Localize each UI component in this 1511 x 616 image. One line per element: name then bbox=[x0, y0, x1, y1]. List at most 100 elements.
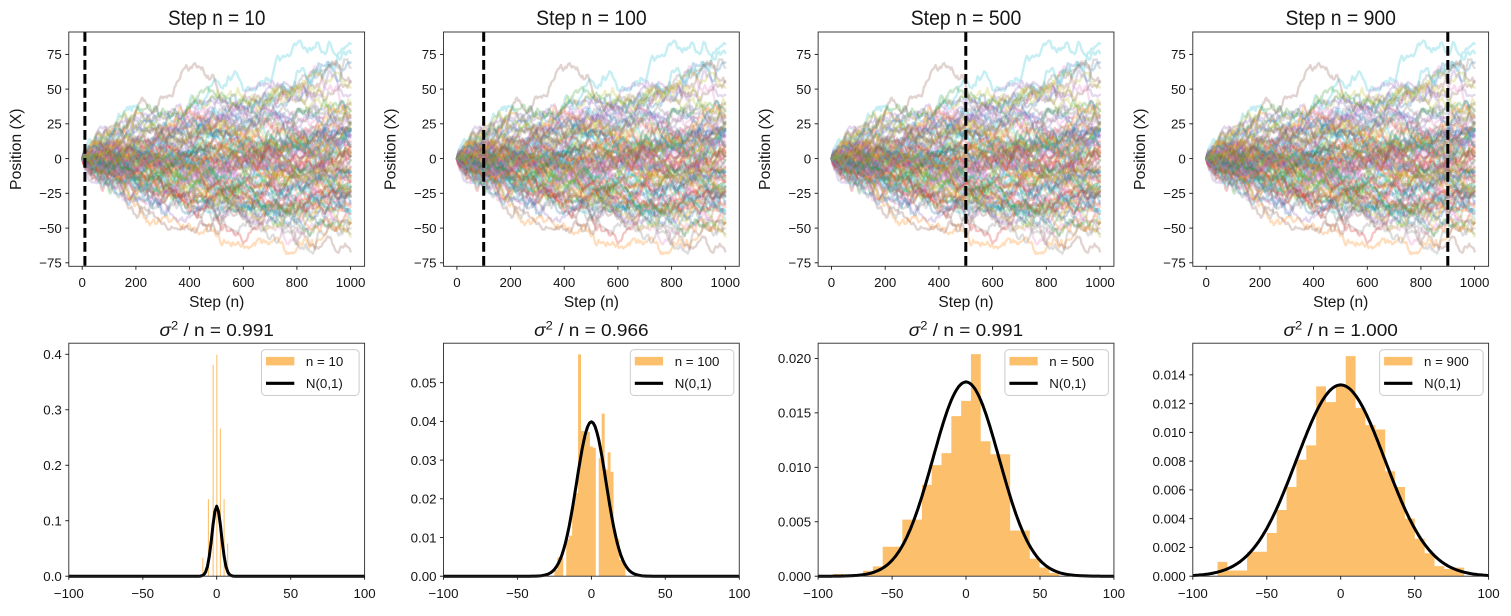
svg-text:0.010: 0.010 bbox=[1153, 425, 1186, 440]
svg-text:0.01: 0.01 bbox=[411, 530, 437, 545]
svg-text:0.05: 0.05 bbox=[411, 376, 437, 391]
svg-text:0.000: 0.000 bbox=[1153, 569, 1186, 584]
svg-text:600: 600 bbox=[1356, 275, 1378, 290]
svg-text:−100: −100 bbox=[429, 586, 459, 601]
svg-text:−50: −50 bbox=[132, 586, 155, 601]
svg-text:200: 200 bbox=[1249, 275, 1271, 290]
svg-text:0.000: 0.000 bbox=[778, 569, 811, 584]
svg-text:100: 100 bbox=[728, 586, 750, 601]
svg-text:50: 50 bbox=[658, 586, 673, 601]
svg-text:N(0,1): N(0,1) bbox=[1424, 376, 1461, 391]
svg-text:0: 0 bbox=[78, 275, 85, 290]
svg-text:−25: −25 bbox=[414, 186, 437, 201]
svg-text:−75: −75 bbox=[1163, 256, 1186, 271]
svg-text:Step n = 500: Step n = 500 bbox=[911, 7, 1022, 30]
svg-text:0.004: 0.004 bbox=[1153, 512, 1186, 527]
svg-text:0: 0 bbox=[1178, 151, 1185, 166]
svg-text:−75: −75 bbox=[789, 256, 812, 271]
svg-text:0: 0 bbox=[1202, 275, 1209, 290]
svg-text:200: 200 bbox=[874, 275, 896, 290]
svg-text:Position (X): Position (X) bbox=[8, 108, 25, 190]
svg-text:1000: 1000 bbox=[711, 275, 741, 290]
svg-text:0.4: 0.4 bbox=[43, 347, 62, 362]
svg-text:75: 75 bbox=[422, 47, 437, 62]
svg-text:0.00: 0.00 bbox=[411, 569, 437, 584]
svg-text:0.04: 0.04 bbox=[411, 414, 437, 429]
svg-text:0.03: 0.03 bbox=[411, 453, 437, 468]
svg-text:0: 0 bbox=[54, 151, 61, 166]
svg-text:0: 0 bbox=[213, 586, 220, 601]
svg-text:800: 800 bbox=[1035, 275, 1057, 290]
svg-text:−50: −50 bbox=[1163, 221, 1186, 236]
svg-text:50: 50 bbox=[1171, 82, 1186, 97]
svg-text:0: 0 bbox=[429, 151, 436, 166]
svg-text:Position (X): Position (X) bbox=[1132, 108, 1149, 190]
svg-text:−25: −25 bbox=[789, 186, 812, 201]
svg-text:1000: 1000 bbox=[1085, 275, 1115, 290]
svg-text:0.015: 0.015 bbox=[778, 406, 811, 421]
svg-text:400: 400 bbox=[553, 275, 575, 290]
svg-text:400: 400 bbox=[179, 275, 201, 290]
svg-text:75: 75 bbox=[1171, 47, 1186, 62]
svg-text:Step n = 10: Step n = 10 bbox=[168, 7, 266, 30]
svg-text:100: 100 bbox=[354, 586, 376, 601]
svg-text:0.005: 0.005 bbox=[778, 515, 811, 530]
svg-text:1000: 1000 bbox=[1460, 275, 1490, 290]
svg-text:75: 75 bbox=[796, 47, 811, 62]
svg-text:0: 0 bbox=[828, 275, 835, 290]
svg-text:Step n = 900: Step n = 900 bbox=[1285, 7, 1396, 30]
svg-text:−50: −50 bbox=[506, 586, 529, 601]
svg-text:σ2 / n = 0.991: σ2 / n = 0.991 bbox=[909, 319, 1023, 341]
svg-text:200: 200 bbox=[500, 275, 522, 290]
svg-text:−100: −100 bbox=[1178, 586, 1208, 601]
svg-text:25: 25 bbox=[47, 117, 62, 132]
svg-text:Position (X): Position (X) bbox=[757, 108, 774, 190]
svg-text:Step (n): Step (n) bbox=[189, 294, 244, 311]
svg-text:800: 800 bbox=[1410, 275, 1432, 290]
svg-text:600: 600 bbox=[982, 275, 1004, 290]
svg-text:n = 100: n = 100 bbox=[675, 354, 720, 369]
svg-text:0.002: 0.002 bbox=[1153, 540, 1186, 555]
svg-text:σ2 / n = 0.991: σ2 / n = 0.991 bbox=[160, 319, 274, 341]
svg-text:N(0,1): N(0,1) bbox=[675, 376, 712, 391]
svg-text:0.02: 0.02 bbox=[411, 492, 437, 507]
svg-text:0.020: 0.020 bbox=[778, 351, 811, 366]
svg-text:0: 0 bbox=[1337, 586, 1344, 601]
svg-text:0.014: 0.014 bbox=[1153, 368, 1186, 383]
svg-text:0.008: 0.008 bbox=[1153, 454, 1186, 469]
svg-text:σ2 / n = 1.000: σ2 / n = 1.000 bbox=[1284, 319, 1399, 341]
svg-text:50: 50 bbox=[796, 82, 811, 97]
svg-text:N(0,1): N(0,1) bbox=[1049, 376, 1086, 391]
svg-text:Step n = 100: Step n = 100 bbox=[536, 7, 647, 30]
svg-text:N(0,1): N(0,1) bbox=[306, 376, 343, 391]
svg-text:Position (X): Position (X) bbox=[383, 108, 400, 190]
svg-text:50: 50 bbox=[283, 586, 298, 601]
svg-text:0: 0 bbox=[588, 586, 595, 601]
svg-text:50: 50 bbox=[1033, 586, 1048, 601]
svg-text:n = 900: n = 900 bbox=[1424, 354, 1469, 369]
svg-text:−75: −75 bbox=[39, 256, 62, 271]
svg-text:800: 800 bbox=[661, 275, 683, 290]
svg-text:0: 0 bbox=[962, 586, 969, 601]
svg-text:−50: −50 bbox=[1256, 586, 1279, 601]
svg-text:Step (n): Step (n) bbox=[938, 294, 993, 311]
svg-text:0.012: 0.012 bbox=[1153, 396, 1186, 411]
svg-text:−25: −25 bbox=[1163, 186, 1186, 201]
svg-text:0.0: 0.0 bbox=[43, 569, 62, 584]
svg-text:1000: 1000 bbox=[336, 275, 366, 290]
svg-text:0.1: 0.1 bbox=[43, 514, 62, 529]
svg-text:0: 0 bbox=[804, 151, 811, 166]
svg-text:−100: −100 bbox=[54, 586, 84, 601]
svg-text:−75: −75 bbox=[414, 256, 437, 271]
svg-text:0.006: 0.006 bbox=[1153, 483, 1186, 498]
svg-text:n = 500: n = 500 bbox=[1049, 354, 1094, 369]
svg-text:−50: −50 bbox=[39, 221, 62, 236]
svg-text:σ2 / n = 0.966: σ2 / n = 0.966 bbox=[534, 319, 649, 341]
svg-text:−50: −50 bbox=[414, 221, 437, 236]
svg-text:−100: −100 bbox=[803, 586, 833, 601]
svg-text:100: 100 bbox=[1103, 586, 1125, 601]
svg-text:Step (n): Step (n) bbox=[564, 294, 619, 311]
svg-text:50: 50 bbox=[422, 82, 437, 97]
svg-text:600: 600 bbox=[607, 275, 629, 290]
svg-text:n = 10: n = 10 bbox=[306, 354, 343, 369]
